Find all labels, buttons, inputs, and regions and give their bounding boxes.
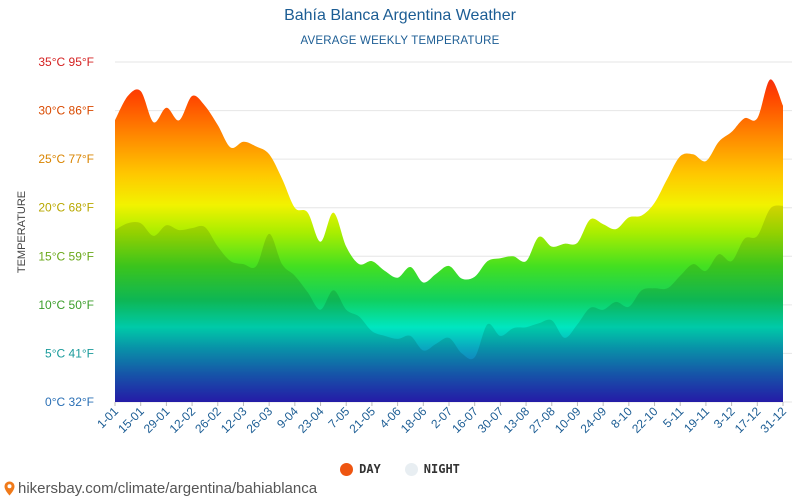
legend-item-night[interactable]: NIGHT xyxy=(404,462,460,476)
x-tick-label: 29-01 xyxy=(141,404,173,436)
y-tick-label: 15°C 59°F xyxy=(38,249,94,263)
x-tick-label: 22-10 xyxy=(629,404,661,436)
night-series-shade xyxy=(115,205,783,402)
y-tick-label: 35°C 95°F xyxy=(38,55,94,69)
x-tick-label: 21-05 xyxy=(346,404,378,436)
source-url: hikersbay.com/climate/argentina/bahiabla… xyxy=(18,480,318,497)
x-tick-label: 16-07 xyxy=(449,404,481,436)
y-tick-label: 30°C 86°F xyxy=(38,104,94,118)
legend-dot-day xyxy=(340,462,354,476)
x-tick-label: 30-07 xyxy=(475,404,507,436)
x-tick-label: 31-12 xyxy=(758,404,790,436)
x-tick-label: 26-03 xyxy=(244,404,276,436)
plot-area xyxy=(115,79,783,402)
map-pin-icon xyxy=(4,481,15,496)
source-link[interactable]: hikersbay.com/climate/argentina/bahiabla… xyxy=(4,480,317,497)
y-tick-label: 0°C 32°F xyxy=(45,395,94,409)
night-series-area xyxy=(115,205,783,402)
y-tick-label: 10°C 50°F xyxy=(38,298,94,312)
y-axis-label: TEMPERATURE xyxy=(16,190,28,274)
y-tick-label: 25°C 77°F xyxy=(38,152,94,166)
x-tick-label: 26-02 xyxy=(192,404,224,436)
chart-legend: DAY NIGHT xyxy=(0,462,800,476)
x-tick-label: 12-02 xyxy=(167,404,199,436)
x-tick-label: 12-03 xyxy=(218,404,250,436)
legend-label-day: DAY xyxy=(359,462,381,476)
x-tick-label: 13-08 xyxy=(501,404,533,436)
x-tick-label: 10-09 xyxy=(552,404,584,436)
x-axis: 1-0115-0129-0112-0226-0212-0326-039-0423… xyxy=(94,402,789,436)
x-tick-label: 27-08 xyxy=(526,404,558,436)
legend-item-day[interactable]: DAY xyxy=(340,462,381,476)
y-axis: 0°C 32°F 5°C 41°F 10°C 50°F 15°C 59°F 20°C 6… xyxy=(38,55,94,409)
x-tick-label: 15-01 xyxy=(115,404,147,436)
legend-label-night: NIGHT xyxy=(423,462,460,476)
y-tick-label: 5°C 41°F xyxy=(45,346,94,360)
chart-title: Bahía Blanca Argentina Weather xyxy=(284,7,516,24)
x-tick-label: 19-11 xyxy=(681,404,712,435)
chart-subtitle: AVERAGE WEEKLY TEMPERATURE xyxy=(300,35,500,47)
x-tick-label: 23-04 xyxy=(295,404,327,436)
legend-dot-night xyxy=(404,462,418,476)
x-tick-label: 24-09 xyxy=(578,404,610,436)
x-tick-label: 17-12 xyxy=(732,404,764,436)
x-tick-label: 18-06 xyxy=(398,404,430,436)
y-tick-label: 20°C 68°F xyxy=(38,201,94,215)
